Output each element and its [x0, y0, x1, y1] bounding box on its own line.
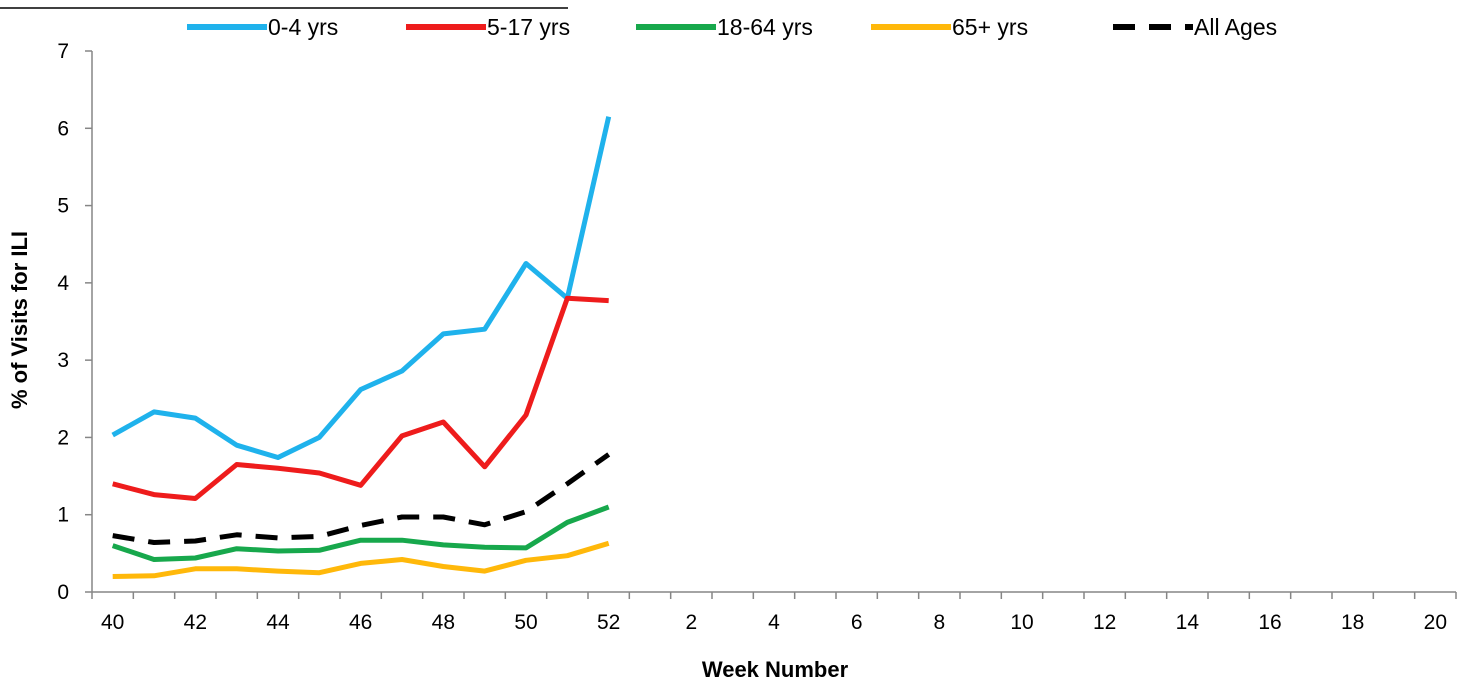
x-tick-label: 10	[1010, 611, 1033, 634]
legend-label-1: 5-17 yrs	[487, 14, 570, 40]
series-line-2	[111, 504, 610, 562]
series-line-4	[112, 452, 611, 545]
y-tick-label: 0	[57, 581, 69, 604]
x-tick-label: 46	[349, 611, 372, 634]
x-axis: 40 42 44 46 48 50 52 2 4 6 8 10 12 14 16 18 20	[91, 591, 1457, 634]
legend-label-0: 0-4 yrs	[268, 14, 338, 40]
x-tick-label: 18	[1341, 611, 1364, 634]
x-tick-label: 20	[1424, 611, 1447, 634]
y-tick-label: 5	[57, 195, 69, 218]
x-tick-label: 2	[685, 611, 697, 634]
plot-area	[111, 116, 612, 579]
x-axis-title: Week Number	[702, 657, 849, 682]
series-line-3	[112, 540, 610, 579]
y-tick-label: 6	[57, 117, 69, 140]
x-tick-label: 48	[432, 611, 455, 634]
x-tick-label: 52	[597, 611, 620, 634]
x-tick-label: 16	[1258, 611, 1281, 634]
legend: 0-4 yrs 5-17 yrs 18-64 yrs 65+ yrs All Ages	[187, 14, 1277, 40]
legend-label-2: 18-64 yrs	[717, 14, 813, 40]
y-tick-label: 7	[57, 40, 69, 63]
y-axis: 0 1 2 3 4 5 6 7	[57, 40, 93, 604]
x-tick-label: 12	[1093, 611, 1116, 634]
series-line-1	[112, 295, 609, 501]
x-tick-label: 4	[768, 611, 780, 634]
x-tick-label: 50	[514, 611, 537, 634]
x-tick-label: 8	[933, 611, 945, 634]
y-tick-label: 3	[57, 349, 69, 372]
y-tick-label: 2	[57, 426, 69, 449]
x-tick-label: 42	[184, 611, 207, 634]
series-line-0	[111, 116, 612, 460]
legend-label-3: 65+ yrs	[952, 14, 1028, 40]
legend-label-4: All Ages	[1194, 14, 1277, 40]
x-tick-label: 44	[266, 611, 290, 634]
x-tick-label: 40	[101, 611, 124, 634]
x-tick-label: 14	[1176, 611, 1200, 634]
y-tick-label: 1	[57, 504, 69, 527]
y-tick-label: 4	[57, 272, 69, 295]
y-axis-title: % of Visits for ILI	[7, 231, 32, 409]
x-tick-label: 6	[851, 611, 863, 634]
